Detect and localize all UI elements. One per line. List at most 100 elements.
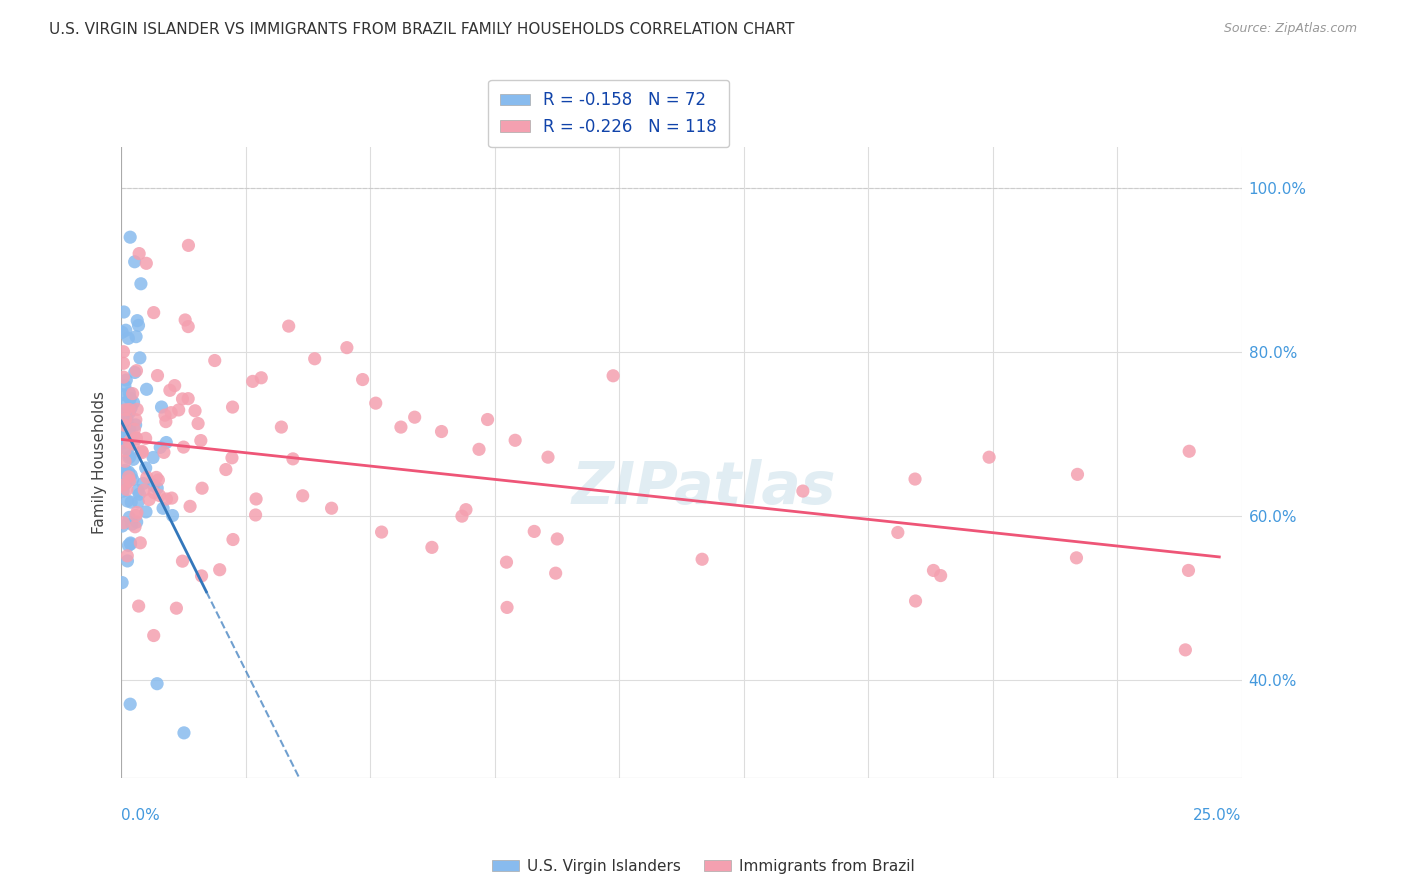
Text: U.S. VIRGIN ISLANDER VS IMMIGRANTS FROM BRAZIL FAMILY HOUSEHOLDS CORRELATION CHA: U.S. VIRGIN ISLANDER VS IMMIGRANTS FROM …: [49, 22, 794, 37]
Point: [155, 435, 177, 450]
Point: [132, 476, 155, 491]
Point: [250, 371, 273, 385]
Point: [929, 568, 952, 582]
Point: [120, 697, 142, 711]
Point: [128, 599, 150, 613]
Point: [125, 508, 148, 523]
Point: [124, 366, 146, 380]
Point: [129, 536, 152, 550]
Point: [146, 676, 169, 690]
Point: [904, 594, 927, 608]
Point: [118, 402, 141, 417]
Point: [420, 541, 443, 555]
Point: [153, 408, 176, 422]
Point: [135, 256, 157, 270]
Point: [120, 230, 142, 244]
Point: [173, 726, 195, 740]
Point: [118, 405, 141, 419]
Point: [112, 478, 135, 492]
Text: 25.0%: 25.0%: [1194, 808, 1241, 823]
Point: [125, 329, 148, 343]
Point: [134, 483, 156, 497]
Point: [1174, 643, 1197, 657]
Point: [160, 491, 183, 505]
Point: [115, 373, 138, 387]
Point: [117, 470, 139, 484]
Point: [114, 323, 136, 337]
Point: [496, 600, 519, 615]
Point: [125, 413, 148, 427]
Point: [112, 516, 135, 530]
Point: [173, 440, 195, 454]
Point: [167, 403, 190, 417]
Point: [117, 494, 139, 508]
Point: [124, 417, 146, 432]
Point: [143, 485, 166, 500]
Point: [125, 432, 148, 446]
Point: [120, 401, 142, 415]
Point: [177, 392, 200, 406]
Point: [114, 412, 136, 426]
Point: [120, 536, 142, 550]
Point: [321, 501, 343, 516]
Point: [112, 344, 135, 359]
Point: [122, 395, 145, 409]
Legend: U.S. Virgin Islanders, Immigrants from Brazil: U.S. Virgin Islanders, Immigrants from B…: [485, 853, 921, 880]
Point: [204, 353, 226, 368]
Point: [163, 378, 186, 392]
Point: [121, 517, 143, 532]
Point: [336, 341, 359, 355]
Point: [114, 418, 136, 433]
Point: [120, 434, 142, 448]
Point: [121, 473, 143, 487]
Point: [792, 484, 814, 499]
Point: [131, 444, 153, 458]
Point: [148, 473, 170, 487]
Point: [122, 437, 145, 451]
Point: [142, 450, 165, 465]
Point: [114, 443, 136, 458]
Point: [904, 472, 927, 486]
Point: [114, 454, 136, 468]
Point: [124, 520, 146, 534]
Point: [111, 387, 134, 401]
Point: [602, 368, 624, 383]
Point: [125, 432, 148, 446]
Point: [114, 407, 136, 421]
Point: [117, 538, 139, 552]
Point: [887, 525, 910, 540]
Point: [125, 431, 148, 445]
Point: [124, 422, 146, 436]
Point: [190, 434, 212, 448]
Point: [1066, 467, 1088, 482]
Point: [404, 410, 426, 425]
Point: [281, 451, 304, 466]
Point: [127, 313, 149, 327]
Point: [922, 564, 945, 578]
Point: [118, 434, 141, 449]
Point: [174, 313, 197, 327]
Point: [148, 489, 170, 503]
Point: [114, 463, 136, 477]
Point: [115, 483, 138, 497]
Point: [146, 368, 169, 383]
Point: [115, 412, 138, 426]
Point: [111, 519, 134, 533]
Point: [277, 319, 299, 334]
Point: [111, 423, 134, 437]
Point: [111, 575, 134, 590]
Point: [120, 495, 142, 509]
Point: [127, 402, 149, 417]
Point: [138, 492, 160, 507]
Point: [114, 402, 136, 417]
Point: [120, 468, 142, 483]
Point: [364, 396, 387, 410]
Point: [160, 406, 183, 420]
Point: [270, 420, 292, 434]
Point: [304, 351, 326, 366]
Point: [112, 356, 135, 370]
Point: [495, 555, 517, 569]
Point: [242, 375, 264, 389]
Point: [118, 386, 141, 401]
Point: [177, 319, 200, 334]
